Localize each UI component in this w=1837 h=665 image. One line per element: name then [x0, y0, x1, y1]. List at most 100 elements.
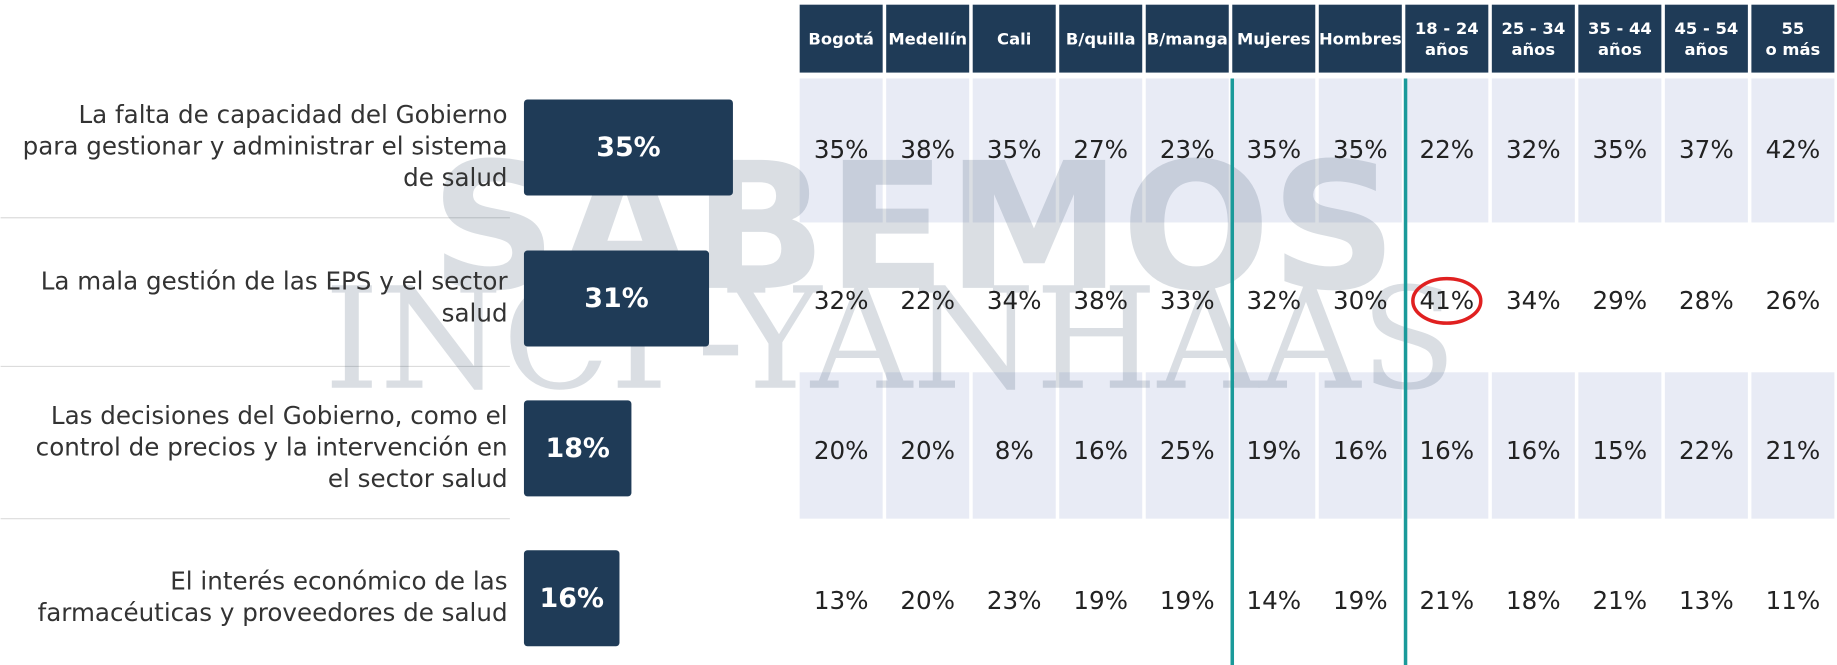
cell-value: 16% — [1419, 436, 1474, 465]
cell-value: 34% — [987, 286, 1042, 315]
cell-shade — [1145, 78, 1229, 223]
cell-value: 23% — [1160, 135, 1215, 164]
cell-value: 35% — [814, 135, 869, 164]
cell-shade — [1751, 372, 1835, 519]
background — [0, 78, 1835, 520]
cell-shade — [799, 78, 883, 223]
header-cell — [972, 4, 1056, 73]
header-cell — [1491, 4, 1575, 73]
header-label: 45 - 54 — [1674, 19, 1738, 38]
header-label: Bogotá — [808, 29, 874, 48]
category-label: control de precios y la intervención en — [36, 432, 508, 461]
cell-shade — [1318, 78, 1402, 223]
bar — [523, 400, 632, 497]
cell-value: 27% — [1073, 135, 1128, 164]
cell-value: 35% — [987, 135, 1042, 164]
header-label: o más — [1765, 40, 1820, 59]
bar-value-label: 31% — [584, 283, 648, 314]
cell-value: 8% — [995, 436, 1034, 465]
cell-shade — [886, 78, 970, 223]
cell-value: 20% — [814, 436, 869, 465]
bar-value-label: 16% — [540, 583, 604, 614]
cell-value: 34% — [1506, 286, 1561, 315]
cell-value: 21% — [1419, 586, 1474, 615]
category-label: El interés económico de las — [170, 566, 507, 595]
bar — [523, 99, 733, 196]
category-label: farmacéuticas y proveedores de salud — [38, 598, 508, 627]
header-label: B/manga — [1147, 29, 1228, 48]
cell-shade — [1232, 78, 1316, 223]
header-label: Mujeres — [1237, 29, 1311, 48]
header-cell — [1232, 4, 1316, 73]
cell-value: 21% — [1766, 436, 1821, 465]
header-cell — [1751, 4, 1835, 73]
header-cell — [1578, 4, 1662, 73]
cell-value: 13% — [814, 586, 869, 615]
cell-value: 38% — [1073, 286, 1128, 315]
cell-value: 28% — [1679, 286, 1734, 315]
cell-value: 25% — [1160, 436, 1215, 465]
cell-shade — [1059, 78, 1143, 223]
cell-shade — [1751, 78, 1835, 223]
cell-value: 32% — [1506, 135, 1561, 164]
header-cell — [1318, 4, 1402, 73]
header-label: B/quilla — [1066, 29, 1136, 48]
header-label: Hombres — [1319, 29, 1402, 48]
bar-value-label: 18% — [545, 433, 609, 464]
cell-value: 38% — [900, 135, 955, 164]
cell-value: 30% — [1333, 286, 1388, 315]
header-label: 55 — [1781, 19, 1804, 38]
cell-shade — [1664, 372, 1748, 519]
cell-value: 37% — [1679, 135, 1734, 164]
cell-value: 26% — [1766, 286, 1821, 315]
cell-value: 19% — [1160, 586, 1215, 615]
category-label: La mala gestión de las EPS y el sector — [41, 267, 509, 296]
header-label: Cali — [997, 29, 1031, 48]
header-label: años — [1511, 40, 1555, 59]
cell-value: 15% — [1593, 436, 1648, 465]
header-label: Medellín — [888, 29, 967, 48]
header-label: años — [1425, 40, 1469, 59]
cell-value: 19% — [1333, 586, 1388, 615]
header-label: 25 - 34 — [1501, 19, 1565, 38]
cell-value: 19% — [1246, 436, 1301, 465]
cell-value: 23% — [987, 586, 1042, 615]
cell-shade — [1491, 78, 1575, 223]
header-cell — [799, 4, 883, 73]
category-label: para gestionar y administrar el sistema — [23, 132, 508, 161]
bar-value-label: 35% — [596, 132, 660, 163]
cell-value: 16% — [1333, 436, 1388, 465]
category-label: de salud — [403, 163, 507, 192]
highlight-circle — [1411, 276, 1483, 325]
category-label: salud — [442, 298, 508, 327]
cell-shade — [972, 372, 1056, 519]
cell-shade — [1491, 372, 1575, 519]
cell-shade — [1232, 372, 1316, 519]
cell-value: 22% — [1679, 436, 1734, 465]
cell-value: 32% — [1246, 286, 1301, 315]
cell-shade — [1318, 372, 1402, 519]
cell-shade — [972, 78, 1056, 223]
cell-value: 14% — [1246, 586, 1301, 615]
cell-shade — [1405, 372, 1489, 519]
cell-value: 16% — [1506, 436, 1561, 465]
cell-shade — [1405, 78, 1489, 223]
cell-shade — [1059, 372, 1143, 519]
cell-value: 42% — [1766, 135, 1821, 164]
category-label: La falta de capacidad del Gobierno — [78, 100, 507, 129]
cell-value: 32% — [814, 286, 869, 315]
header-label: 35 - 44 — [1588, 19, 1652, 38]
cell-value: 18% — [1506, 586, 1561, 615]
cell-shade — [1578, 78, 1662, 223]
cell-value: 13% — [1679, 586, 1734, 615]
cell-value: 35% — [1593, 135, 1648, 164]
cell-shade — [886, 372, 970, 519]
cell-value: 20% — [900, 436, 955, 465]
cell-shade — [1578, 372, 1662, 519]
header-cell — [1405, 4, 1489, 73]
cell-value: 22% — [900, 286, 955, 315]
bar — [523, 550, 620, 647]
cell-shade — [799, 372, 883, 519]
cell-value: 35% — [1246, 135, 1301, 164]
